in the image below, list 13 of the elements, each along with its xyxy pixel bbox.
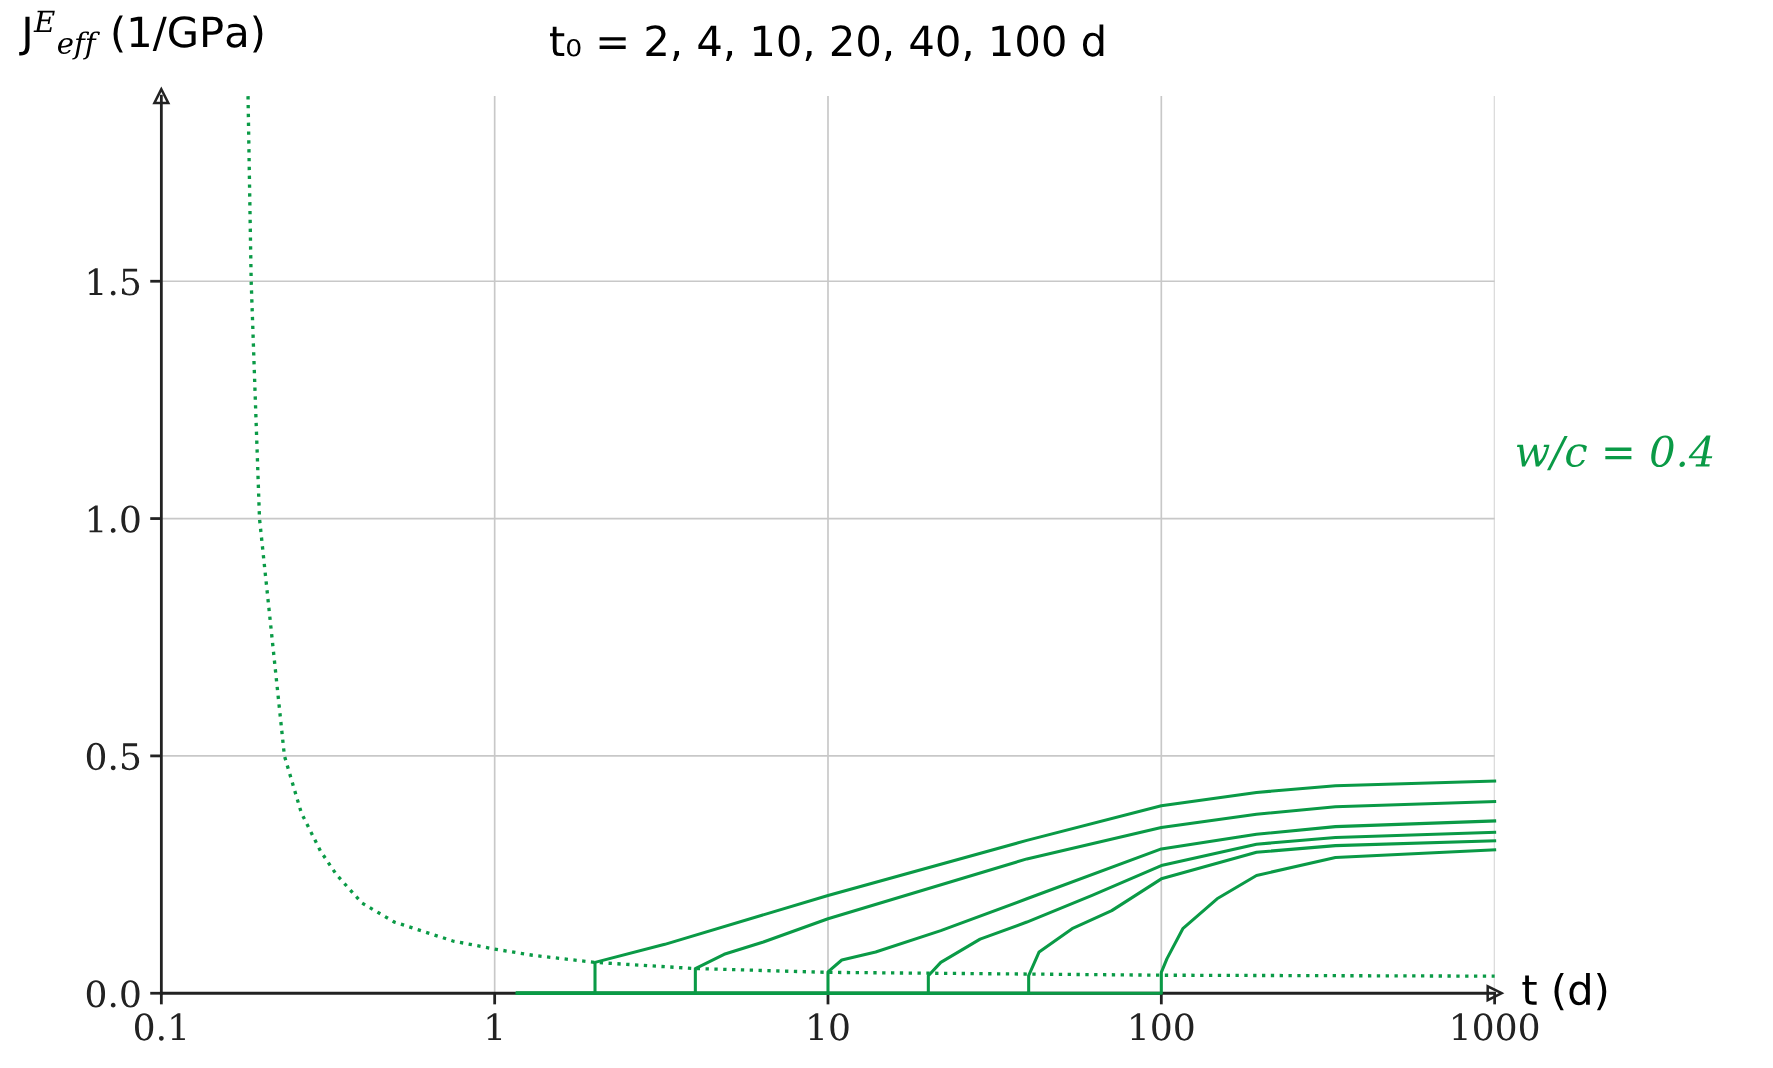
y-tick-label: 1.5 (88, 268, 140, 296)
x-tick-label: 1000 (1453, 1013, 1539, 1041)
y-tick-label: 0.0 (86, 980, 140, 1008)
y-axis-title: J$^{E}$$_{eff}$ (1/GPa) (19, 10, 263, 60)
x-tick-label: 1 (487, 1013, 502, 1041)
chart-title: t₀ = 2, 4, 10, 20, 40, 100 d (550, 24, 1104, 61)
y-tick-label: 1.0 (88, 505, 140, 533)
text: w/c = 0.4 (1516, 435, 1713, 471)
x-tick-label: 100 (1131, 1013, 1194, 1041)
x-tick-label: 10 (809, 1013, 849, 1041)
x-tick-label: 0.1 (135, 1013, 185, 1041)
x-axis-title: t (d) (1522, 973, 1607, 1011)
y-tick-label: 0.5 (86, 742, 140, 771)
